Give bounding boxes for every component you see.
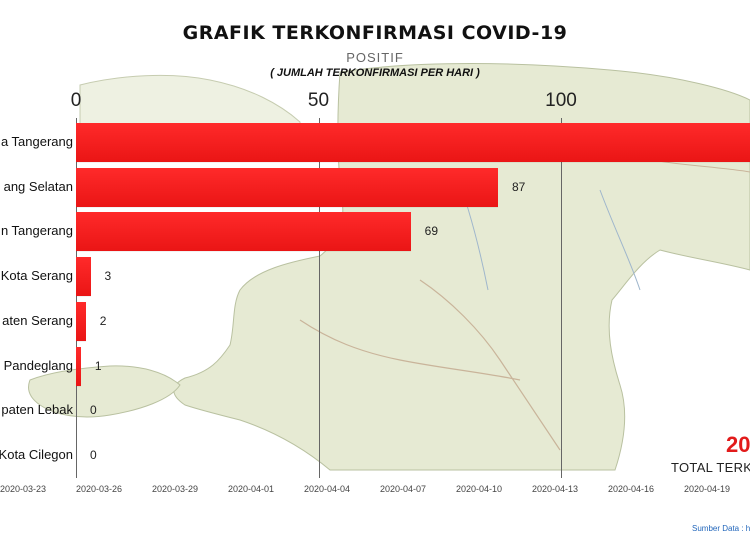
category-label: Pandeglang (3, 357, 73, 373)
timeline-date-label: 2020-03-23 (0, 484, 47, 494)
timeline-date-label: 2020-04-16 (607, 484, 655, 494)
source-link[interactable]: Sumber Data : https (692, 524, 750, 533)
category-label: ang Selatan (3, 178, 73, 194)
value-label: 69 (424, 224, 438, 239)
timeline-date-label: 2020-04-01 (227, 484, 275, 494)
chart-subtitle: POSITIF (346, 50, 404, 65)
timeline-date-label: 2020-04-19 (683, 484, 731, 494)
category-label: Kota Cilegon (0, 446, 73, 462)
bar (76, 123, 750, 162)
value-label: 2 (99, 313, 107, 328)
gridline (76, 118, 77, 478)
bar (76, 301, 86, 341)
value-label: 1 (94, 358, 102, 373)
chart-title: GRAFIK TERKONFIRMASI COVID-19 (182, 22, 568, 44)
bar (76, 257, 91, 297)
total-value: 20 (726, 432, 750, 457)
chart-subtitle-note: ( JUMLAH TERKONFIRMASI PER HARI ) (270, 67, 480, 79)
value-label: 3 (104, 269, 112, 284)
timeline-date-label: 2020-03-29 (151, 484, 199, 494)
bar (76, 212, 411, 252)
x-tick-label: 0 (70, 90, 82, 111)
value-label: 0 (90, 403, 97, 418)
value-label: 0 (90, 447, 97, 462)
category-label: n Tangerang (0, 223, 73, 239)
category-label: aten Serang (2, 312, 73, 328)
gridline (318, 118, 320, 478)
x-tick-label: 50 (307, 90, 330, 111)
category-label: Kota Serang (0, 268, 73, 284)
gridline (561, 118, 562, 478)
category-label: a Tangerang (0, 134, 73, 149)
category-label: paten Lebak (1, 402, 73, 418)
x-tick-label: 100 (545, 90, 577, 111)
total-label: TOTAL TERK (671, 460, 750, 475)
timeline-date-label: 2020-04-04 (303, 484, 351, 494)
value-label: 87 (511, 179, 526, 194)
bar (76, 167, 498, 207)
timeline-date-label: 2020-04-13 (531, 484, 579, 494)
timeline-date-label: 2020-04-07 (379, 484, 427, 494)
timeline-date-label: 2020-03-26 (75, 484, 123, 494)
bar (76, 346, 81, 386)
timeline-date-label: 2020-04-10 (455, 484, 503, 494)
